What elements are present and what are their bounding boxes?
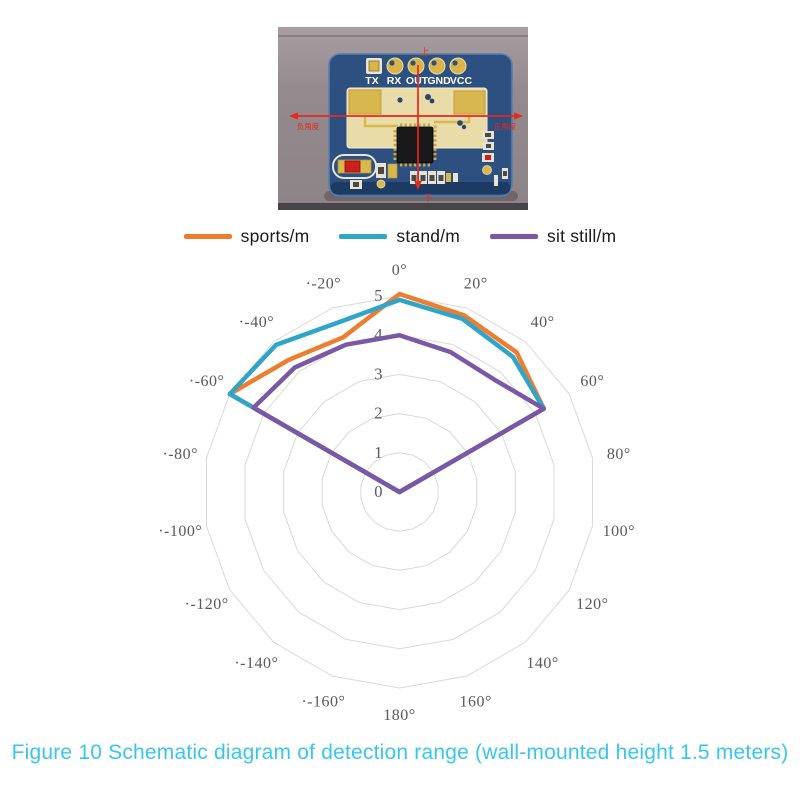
pin-label-tx: TX [365,75,378,87]
pin-label-gnd: GND [427,75,451,87]
angle-label: 140° [526,655,558,672]
ic-chip [393,123,437,167]
angle-label: 180° [383,707,415,724]
angle-label: ·-100° [158,523,202,540]
angle-label: ·-140° [234,655,278,672]
angle-label: 20° [464,275,488,292]
figure-caption: Figure 10 Schematic diagram of detection… [11,741,789,764]
radial-tick-label: 2 [374,404,382,423]
legend-label-sports: sports/m [240,226,310,246]
angle-label: ·-160° [301,694,345,711]
angle-label: ·-60° [189,373,225,390]
axis-annotations: 上 下 负角度 正角度 [289,47,523,203]
angle-label: 60° [580,373,604,390]
antenna-patch-right [453,90,486,115]
arrow-right-icon [514,112,523,120]
header-pads [366,57,467,75]
legend-swatch-stand [339,234,388,239]
radial-tick-label: 0 [374,482,382,501]
arrow-down-icon [414,181,422,190]
legend-item-sit-still: sit still/m [490,226,616,247]
angle-label: ·-40° [239,314,275,331]
legend-swatch-sit-still [490,234,539,239]
angle-label: 100° [603,523,635,540]
angle-label: 40° [531,314,555,331]
angle-label: ·-120° [185,596,229,613]
angle-label: 80° [607,446,631,463]
pin-label-vcc: VCC [450,75,473,87]
angle-label: ·-80° [162,446,198,463]
radial-tick-label: 5 [374,286,382,305]
radial-tick-label: 4 [374,325,382,344]
antenna-area [346,87,488,149]
series-stand-m [227,297,547,495]
series-sit-still-m [251,332,547,495]
legend-item-sports: sports/m [183,226,310,247]
angle-label: 120° [576,596,608,613]
table-edge [278,203,528,210]
legend-label-sit-still: sit still/m [547,226,617,246]
angle-label: 160° [459,694,491,711]
polar-chart: 0° 20° 40° 60° 80° 100° 120° 140° 160° 180° ·-160°… [158,262,635,724]
arrow-left-icon [289,112,298,120]
series-sports-m [227,291,547,495]
legend-label-stand: stand/m [396,226,461,246]
label-positive-angle: 正角度 [494,121,517,131]
pcb-board: TX RX OUT GND VCC [328,53,513,197]
angle-label: 0° [392,262,407,279]
radial-tick-label: 1 [374,443,382,462]
label-negative-angle: 负角度 [297,121,320,131]
label-down: 下 [423,193,432,203]
smd-components [332,131,508,189]
label-up: 上 [420,47,429,57]
antenna-patch-left [348,89,382,115]
legend-swatch-sports [183,234,232,239]
pin-label-rx: RX [387,75,402,87]
radial-tick-label: 3 [374,364,382,383]
chart-legend: sports/m stand/m sit still/m [0,226,800,247]
angle-label: ·-20° [306,275,342,292]
legend-item-stand: stand/m [339,226,460,247]
pcb-module-photo: TX RX OUT GND VCC [278,27,528,210]
